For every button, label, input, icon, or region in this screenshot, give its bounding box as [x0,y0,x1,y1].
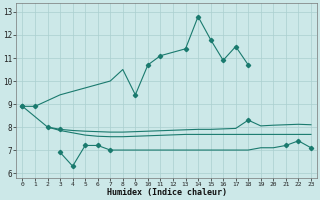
X-axis label: Humidex (Indice chaleur): Humidex (Indice chaleur) [107,188,227,197]
